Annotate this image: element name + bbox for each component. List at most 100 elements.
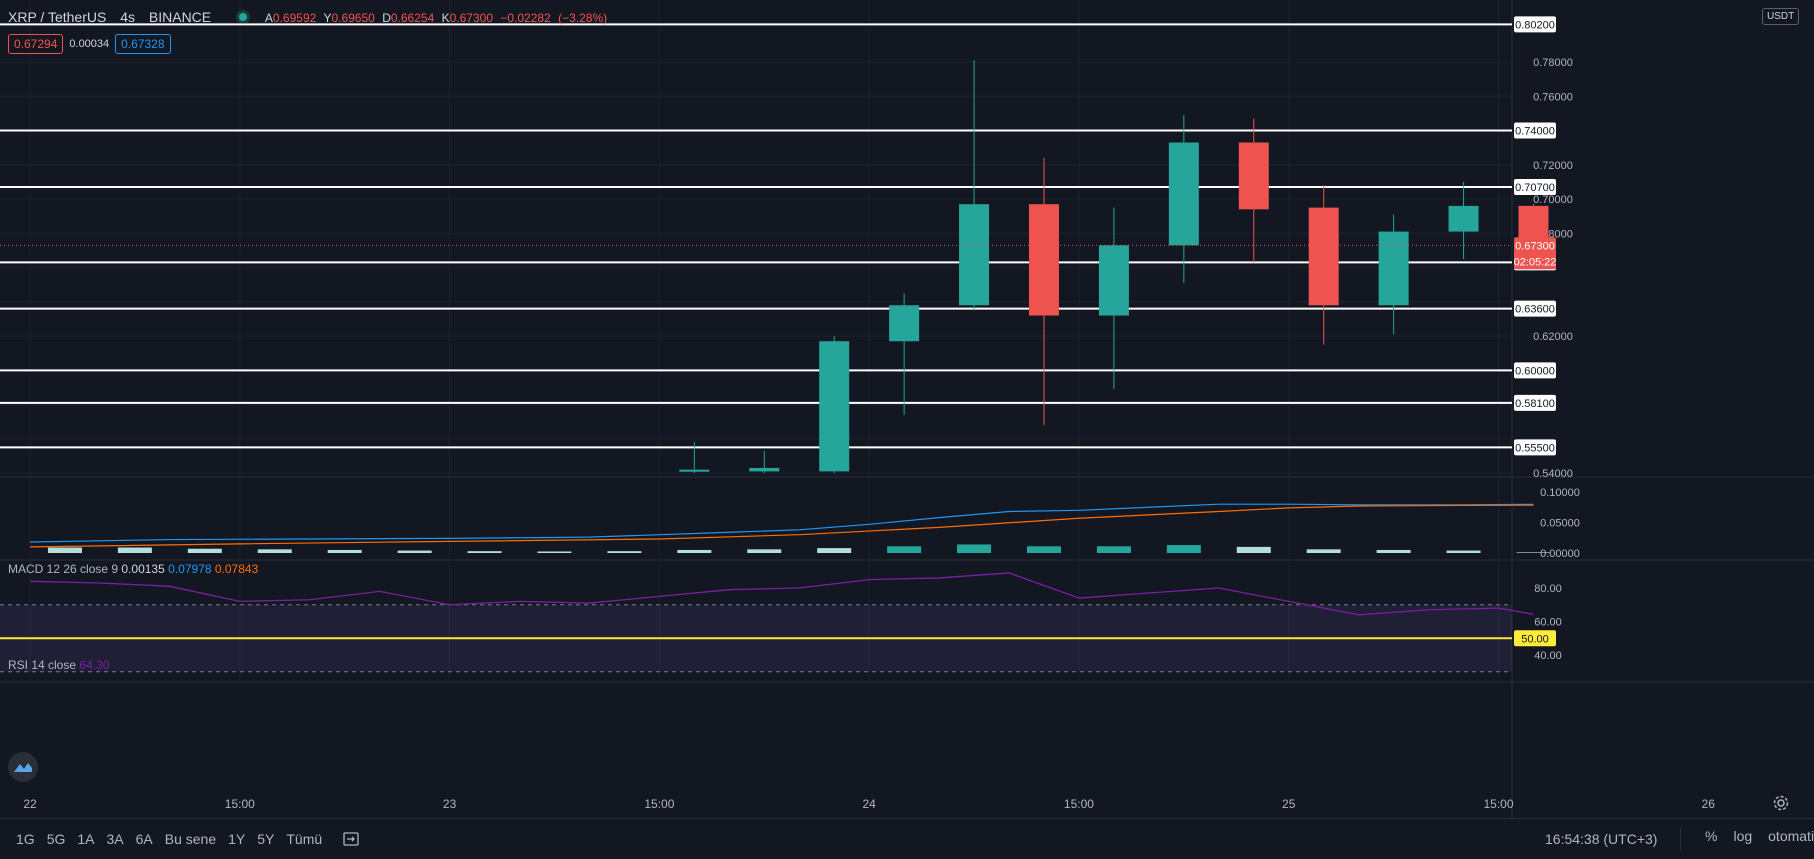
auto-toggle[interactable]: otomatik <box>1768 828 1814 844</box>
log-toggle[interactable]: log <box>1733 828 1753 844</box>
macd-histogram-bar <box>1376 549 1411 553</box>
macd-legend[interactable]: MACD 12 26 close 9 0.00135 0.07978 0.078… <box>8 562 258 576</box>
macd-histogram-bar <box>887 546 922 553</box>
candle-up <box>1448 205 1479 232</box>
level-label-bg <box>1514 394 1556 411</box>
status-dot-icon <box>239 13 248 21</box>
rsi-mid-label-bg <box>1514 630 1556 647</box>
goto-date-icon[interactable] <box>342 830 360 848</box>
time-tick-label: 15:00 <box>1484 797 1514 811</box>
range-all[interactable]: Tümü <box>286 831 323 847</box>
range-5g[interactable]: 5G <box>46 831 66 847</box>
price-tick-label: 0.72000 <box>1533 160 1573 172</box>
macd-histogram-bar <box>607 551 642 553</box>
countdown-label: 02:05:22 <box>1514 256 1557 268</box>
symbol-name[interactable]: XRP / TetherUS <box>8 9 107 25</box>
chart-canvas[interactable]: 0.780000.760000.720000.700000.680000.620… <box>0 0 1814 818</box>
range-ytd[interactable]: Bu sene <box>164 831 217 847</box>
rsi-value: 64.30 <box>79 658 110 672</box>
time-tick-label: 26 <box>1702 797 1716 811</box>
candle-down <box>1028 204 1059 316</box>
range-1y[interactable]: 1Y <box>228 831 246 847</box>
macd-signal-value: 0.07843 <box>214 562 259 576</box>
open-value: 0.69592 <box>272 11 317 25</box>
candle-up <box>1378 231 1409 306</box>
level-label: 0.55500 <box>1515 442 1555 454</box>
price-tick-label: 0.54000 <box>1533 468 1573 480</box>
candle-down <box>1308 207 1339 306</box>
range-5y[interactable]: 5Y <box>257 831 275 847</box>
bottom-toolbar: 1G 5G 1A 3A 6A Bu sene 1Y 5Y Tümü 16:54:… <box>0 818 1814 859</box>
level-label: 0.63600 <box>1515 304 1555 316</box>
level-label-bg <box>1514 300 1556 317</box>
buy-price-button[interactable]: 0.67328 <box>115 34 171 54</box>
ohlc-values: A0.69592 Y0.69650 D0.66254 K0.67300 −0.0… <box>265 11 611 25</box>
macd-line-value: 0.07978 <box>168 562 212 576</box>
macd-line <box>29 503 1534 543</box>
level-label-bg <box>1514 439 1556 456</box>
last-price-label: 0.67300 <box>1515 240 1555 252</box>
candle-up <box>889 305 920 342</box>
range-6a[interactable]: 6A <box>135 831 153 847</box>
macd-histogram-bar <box>1446 550 1481 553</box>
macd-histogram-bar <box>817 548 852 553</box>
currency-label[interactable]: USDT <box>1762 8 1800 25</box>
macd-histogram-bar <box>1026 546 1061 553</box>
high-value: 0.69650 <box>331 11 375 25</box>
time-tick-label: 15:00 <box>644 797 674 811</box>
level-label: 0.70700 <box>1515 182 1555 194</box>
open-label: A <box>264 11 273 25</box>
macd-tick-label: 0.05000 <box>1540 518 1580 530</box>
level-label-bg <box>1514 122 1556 139</box>
bid-ask-row: 0.67294 0.00034 0.67328 <box>8 34 171 54</box>
macd-histogram-bar <box>677 549 712 553</box>
change-percent: (−3.28%) <box>558 11 608 25</box>
scale-options: % log otomatik <box>1680 828 1814 850</box>
interval-label[interactable]: 4s <box>120 9 135 25</box>
high-label: Y <box>323 11 332 25</box>
rsi-mid-label: 50.00 <box>1521 633 1549 645</box>
level-label-bg <box>1514 179 1556 196</box>
macd-hist-value: 0.00135 <box>121 562 165 576</box>
rsi-tick-label: 60.00 <box>1534 617 1562 629</box>
macd-histogram-bar <box>1306 549 1341 553</box>
tradingview-logo-icon[interactable] <box>8 752 38 782</box>
macd-histogram-bar <box>747 549 782 553</box>
clock-timezone[interactable]: 16:54:38 (UTC+3) <box>1545 831 1658 847</box>
rsi-tick-label: 40.00 <box>1534 650 1562 662</box>
range-1a[interactable]: 1A <box>77 831 95 847</box>
macd-histogram-bar <box>1166 545 1201 553</box>
candle-up <box>1098 245 1129 316</box>
close-label: K <box>441 11 450 25</box>
macd-histogram-bar <box>187 548 222 553</box>
macd-histogram-bar <box>537 551 572 553</box>
time-tick-label: 22 <box>23 797 37 811</box>
rsi-tick-label: 80.00 <box>1534 583 1562 595</box>
rsi-legend[interactable]: RSI 14 close 64.30 <box>8 658 109 672</box>
rsi-line <box>29 572 1534 616</box>
candle-up <box>959 204 990 306</box>
divider <box>1680 828 1697 850</box>
macd-histogram-bar <box>1236 546 1271 553</box>
candle-down <box>1238 142 1269 210</box>
candle-up <box>1168 142 1199 246</box>
exchange-label: BINANCE <box>148 9 212 25</box>
macd-histogram-bar <box>1096 546 1131 553</box>
settings-gear-icon[interactable] <box>1772 794 1790 812</box>
level-label: 0.60000 <box>1515 365 1555 377</box>
level-label: 0.58100 <box>1515 398 1555 410</box>
price-tick-label: 0.76000 <box>1533 91 1573 103</box>
sell-price-button[interactable]: 0.67294 <box>8 34 64 54</box>
level-label-bg <box>1514 362 1556 379</box>
price-tick-label: 0.70000 <box>1533 194 1573 206</box>
time-tick-label: 25 <box>1282 797 1296 811</box>
range-3a[interactable]: 3A <box>106 831 124 847</box>
macd-histogram-bar <box>957 544 992 553</box>
price-tick-label: 0.62000 <box>1533 331 1573 343</box>
percent-toggle[interactable]: % <box>1705 828 1718 844</box>
symbol-header: XRP / TetherUS 4s BINANCE A0.69592 Y0.69… <box>8 9 611 25</box>
candle-up <box>679 469 710 472</box>
macd-histogram-bar <box>327 549 362 553</box>
macd-histogram-bar <box>47 547 82 553</box>
range-1g[interactable]: 1G <box>16 831 35 847</box>
